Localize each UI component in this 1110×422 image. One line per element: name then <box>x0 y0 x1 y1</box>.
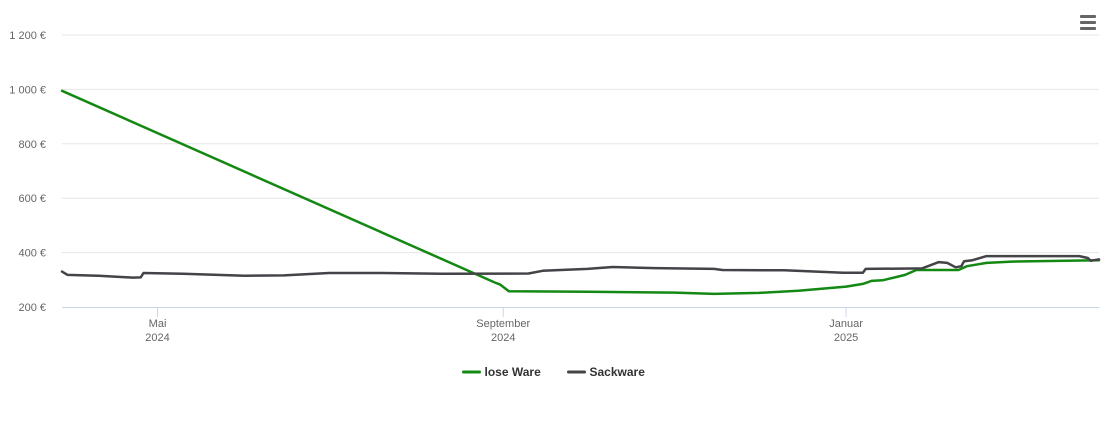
series-lines <box>60 89 1101 296</box>
y-tick-label: 600 € <box>18 193 46 205</box>
y-tick-label: 200 € <box>18 302 46 314</box>
x-tick-label: Mai <box>149 318 167 330</box>
y-tick-label: 1 200 € <box>9 30 46 42</box>
x-tick-label: 2024 <box>145 332 169 344</box>
x-tick-label: 2024 <box>491 332 515 344</box>
y-tick-label: 400 € <box>18 248 46 260</box>
x-axis: Mai 2024 September 2024 Januar 2025 <box>62 307 1099 344</box>
hamburger-menu-icon[interactable] <box>1076 10 1100 34</box>
x-tick-label: Januar <box>829 318 863 330</box>
grid-lines <box>62 34 1099 254</box>
series-line-1[interactable] <box>60 254 1101 279</box>
x-tick-label: September <box>476 318 530 330</box>
y-axis: 200 € 400 € 600 € 800 € 1 000 € 1 200 € <box>9 30 46 314</box>
y-tick-label: 1 000 € <box>9 84 46 96</box>
legend-item-0[interactable]: lose Ware <box>462 365 542 379</box>
series-line-0[interactable] <box>60 89 1101 296</box>
y-tick-label: 800 € <box>18 139 46 151</box>
legend-label: lose Ware <box>485 365 542 379</box>
legend: lose Ware Sackware <box>462 365 646 379</box>
legend-item-1[interactable]: Sackware <box>567 365 646 379</box>
x-tick-label: 2025 <box>834 332 858 344</box>
legend-label: Sackware <box>590 365 646 379</box>
